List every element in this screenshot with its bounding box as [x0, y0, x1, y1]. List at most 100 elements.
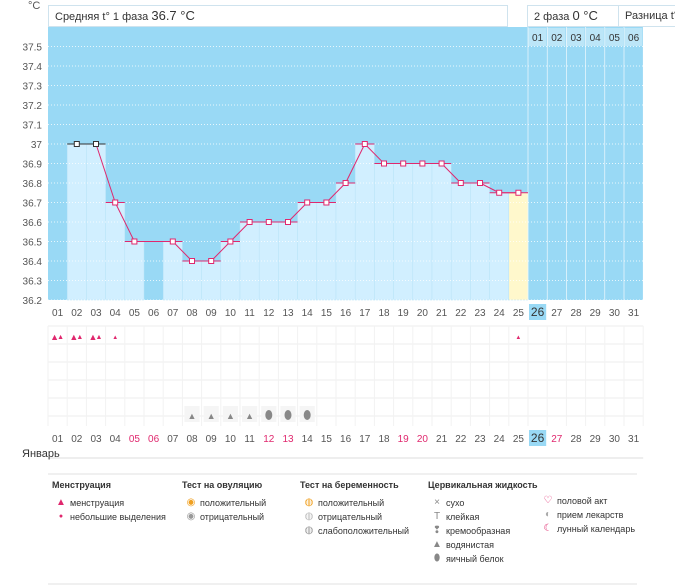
x-tick-label: 14	[302, 308, 314, 319]
drops-icon: ▲	[56, 497, 66, 508]
legend-menstruation: Менструация ▲ менструация ● небольшие выде…	[52, 480, 166, 524]
y-tick-label: 36.6	[23, 218, 43, 229]
x-tick-label: 07	[167, 308, 179, 319]
bottom-day-label: 21	[436, 434, 448, 445]
x-tick-label: 25	[513, 308, 525, 319]
legend-item: ⬮ яичный белок	[428, 552, 538, 566]
temperature-point	[208, 258, 215, 264]
egg-white-icon: ⬮	[433, 553, 441, 564]
menstruation-marker: ▲	[89, 332, 98, 342]
x-tick-label: 08	[186, 308, 198, 319]
temperature-point	[285, 219, 291, 225]
moon-icon: ☾	[543, 523, 553, 534]
dry-icon: ×	[434, 497, 440, 508]
bottom-day-label: 10	[225, 434, 237, 445]
legend-other: ♡ половой акт ◐ прием лекарств ☾ лунный кал…	[539, 494, 636, 536]
positive-icon: ◉	[186, 497, 196, 508]
top-day-label: 04	[590, 33, 602, 44]
temperature-line	[230, 221, 250, 242]
legend-item: ● небольшие выделения	[52, 510, 166, 524]
legend-item: ◍ отрицательный	[304, 511, 383, 522]
legend-ovulation-test: Тест на овуляцию ◉ положительный ◉ отрицат…	[182, 480, 266, 524]
temperature-difference: Разница t° -	[618, 5, 675, 27]
temperature-point	[361, 141, 368, 147]
y-tick-label: 36.7	[23, 199, 43, 210]
temperature-point	[419, 160, 426, 167]
bottom-day-label: 23	[474, 434, 486, 445]
bottom-day-label: 31	[628, 434, 640, 445]
y-tick-label: 36.2	[23, 296, 43, 307]
legend-item: ◍ слабоположительный	[304, 525, 410, 536]
top-day-label: 06	[628, 33, 640, 44]
bottom-day-label: 09	[206, 434, 218, 445]
y-tick-label: 36.9	[23, 160, 43, 171]
drop-small-icon: ●	[58, 513, 64, 520]
temperature-point	[304, 199, 311, 206]
temperature-bar	[412, 163, 433, 301]
top-day-label: 01	[532, 33, 544, 44]
temperature-point	[438, 160, 445, 167]
temperature-bar	[316, 202, 337, 301]
temperature-point	[515, 189, 522, 196]
temperature-point	[73, 141, 80, 147]
temperature-line	[114, 202, 135, 242]
x-tick-label: 27	[551, 308, 563, 319]
temperature-bar	[66, 143, 87, 301]
x-tick-label: 04	[110, 308, 122, 319]
temperature-point	[400, 160, 407, 167]
temperature-point	[496, 189, 503, 196]
legend-item: ☾ лунный календарь	[543, 523, 636, 534]
x-tick-label: 12	[263, 308, 275, 319]
top-day-label: 03	[570, 33, 582, 44]
x-tick-label: 17	[359, 308, 371, 319]
x-tick-label: 13	[282, 308, 294, 319]
y-tick-label: 37.3	[23, 82, 43, 93]
x-tick-label: 26	[531, 305, 545, 319]
cervical-fluid-watery: ▲	[226, 411, 235, 421]
weak-positive-icon: ◍	[304, 525, 314, 536]
x-tick-label: 06	[148, 308, 160, 319]
temperature-line	[479, 182, 500, 194]
phase2-label: 2 фаза	[534, 11, 570, 23]
legend-menstruation-title: Менструация	[52, 480, 111, 490]
legend-pregnancy-title: Тест на беременность	[300, 480, 399, 490]
bottom-day-label: 19	[398, 434, 410, 445]
bottom-day-label: 26	[531, 431, 545, 445]
x-tick-label: 15	[321, 308, 333, 319]
light-discharge-marker: ▲	[112, 335, 118, 341]
phase2-average: 2 фаза 0 °C	[527, 5, 625, 27]
top-day-label: 05	[609, 33, 621, 44]
temperature-point	[265, 219, 272, 225]
creamy-icon: ❢	[432, 525, 442, 536]
top-day-cell	[585, 28, 604, 46]
temperature-point	[189, 258, 195, 264]
bottom-day-label: 22	[455, 434, 467, 445]
temperature-bar	[508, 192, 529, 301]
temperature-line	[172, 241, 193, 262]
temperature-point	[112, 199, 119, 206]
cervical-fluid-egg-white	[284, 410, 292, 420]
top-day-cell	[566, 28, 585, 46]
legend-item: ▲ водянистая	[432, 539, 495, 550]
legend-item: ◉ положительный	[186, 497, 267, 508]
temperature-point	[457, 180, 464, 186]
legend-pregnancy-test: Тест на беременность ◍ положительный ◍ отр…	[300, 480, 409, 538]
temperature-bar	[374, 163, 394, 301]
phase-gap	[506, 3, 526, 27]
x-tick-label: 22	[455, 308, 467, 319]
x-tick-label: 31	[628, 308, 640, 319]
legend-item: ♡ половой акт	[543, 495, 608, 506]
x-tick-label: 19	[398, 308, 410, 319]
x-tick-label: 10	[225, 308, 237, 319]
x-tick-label: 29	[590, 308, 602, 319]
cervical-cell	[242, 406, 258, 422]
bottom-day-label: 08	[186, 434, 198, 445]
temperature-bar	[162, 241, 183, 301]
today-badge	[529, 430, 547, 446]
x-tick-label: 18	[378, 308, 390, 319]
temperature-bar	[124, 241, 145, 301]
month-label: Январь	[22, 448, 60, 460]
y-tick-label: 37.2	[23, 101, 43, 112]
